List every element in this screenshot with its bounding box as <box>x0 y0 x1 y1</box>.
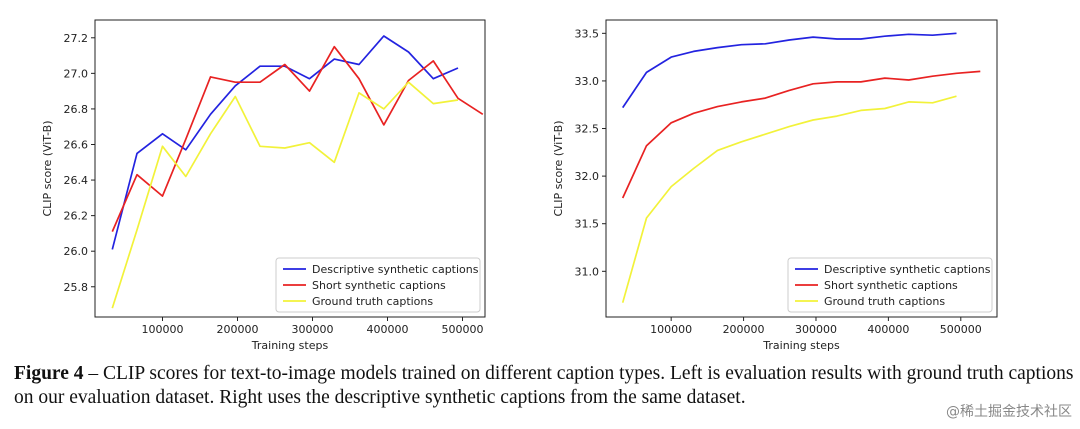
chart1-legend <box>275 257 481 313</box>
chart2-x-axis-label: Training steps <box>762 339 840 352</box>
chart2-legend-label: Ground truth captions <box>824 295 945 308</box>
chart1-y-tick-label: 25.8 <box>64 281 89 294</box>
chart1-x-tick-label: 200000 <box>217 323 259 336</box>
chart2-x-tick-label: 300000 <box>795 323 837 336</box>
chart2-legend <box>787 257 993 313</box>
chart1-legend-label: Ground truth captions <box>312 295 433 308</box>
chart1-y-tick-label: 26.4 <box>64 174 89 187</box>
chart2-x-tick-label: 500000 <box>940 323 982 336</box>
chart1-y-tick-label: 26.8 <box>64 103 89 116</box>
chart2-y-tick-label: 33.5 <box>575 27 600 40</box>
chart1-legend-label: Descriptive synthetic captions <box>312 263 479 276</box>
chart2-legend-label: Descriptive synthetic captions <box>824 263 991 276</box>
chart1-x-tick-label: 400000 <box>367 323 409 336</box>
chart1-series-line-1 <box>111 35 459 250</box>
figure-charts: 100000 200000 300000 400000 500000 25.8 26.0 26… <box>41 19 998 352</box>
chart1-y-tick-label: 27.2 <box>64 32 89 45</box>
chart2-legend-label: Short synthetic captions <box>824 279 958 292</box>
chart2-y-tick-label: 33.0 <box>575 75 600 88</box>
chart1-y-axis-label: CLIP score (ViT-B) <box>41 121 54 217</box>
chart1-x-tick-label: 300000 <box>292 323 334 336</box>
chart2-y-tick-label: 31.5 <box>575 218 600 231</box>
chart1-y-tick-label: 26.2 <box>64 210 89 223</box>
chart2-y-tick-label: 32.5 <box>575 123 600 136</box>
right-chart: 100000 200000 300000 400000 500000 31.0 31.5 32… <box>552 19 998 352</box>
chart1-legend-label: Short synthetic captions <box>312 279 446 292</box>
caption-text: – CLIP scores for text-to-image models t… <box>14 363 1074 409</box>
chart1-y-tick-label: 26.0 <box>64 245 89 258</box>
chart2-y-tick-label: 32.0 <box>575 170 600 183</box>
chart2-series-line-1 <box>621 32 957 109</box>
chart2-series-line-3 <box>621 95 957 303</box>
chart2-y-tick-label: 31.0 <box>575 265 600 278</box>
chart1-series-line-2 <box>111 45 484 232</box>
chart1-x-tick-label: 100000 <box>142 323 184 336</box>
chart1-y-tick-label: 26.6 <box>64 138 89 151</box>
chart2-x-tick-label: 100000 <box>650 323 692 336</box>
chart1-series-line-3 <box>111 81 459 309</box>
chart1-y-tick-label: 27.0 <box>64 67 89 80</box>
left-chart: 100000 200000 300000 400000 500000 25.8 26.0 26… <box>41 19 486 352</box>
chart2-x-tick-label: 200000 <box>723 323 765 336</box>
figure-caption: Figure 4 – CLIP scores for text-to-image… <box>14 362 1074 411</box>
chart2-series-line-2 <box>621 70 981 199</box>
watermark: @稀土掘金技术社区 <box>946 404 1072 420</box>
chart2-y-axis-label: CLIP score (ViT-B) <box>552 121 565 217</box>
figure-label: Figure 4 <box>14 363 84 384</box>
chart1-x-tick-label: 500000 <box>442 323 484 336</box>
chart2-x-tick-label: 400000 <box>867 323 909 336</box>
chart1-x-axis-label: Training steps <box>251 339 329 352</box>
